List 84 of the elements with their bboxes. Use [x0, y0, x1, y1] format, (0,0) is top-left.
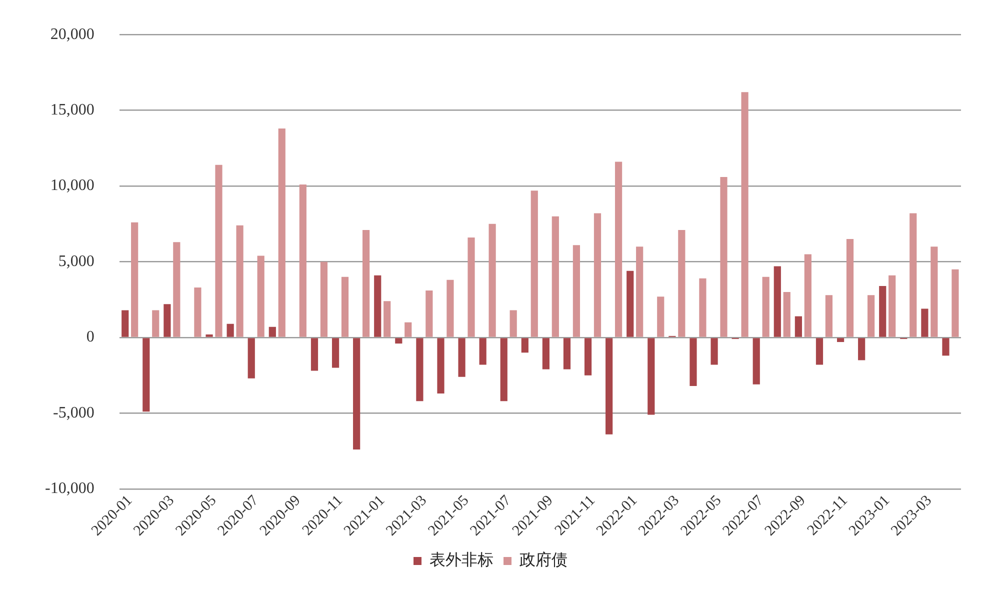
bar [594, 213, 602, 337]
y-tick-label: 15,000 [50, 102, 94, 119]
bar [299, 184, 306, 337]
y-tick-label: -10,000 [45, 480, 94, 498]
bar [858, 338, 866, 360]
bar [353, 338, 360, 450]
bar [437, 338, 444, 394]
bar [236, 225, 244, 337]
bar [395, 338, 402, 344]
bar [194, 288, 202, 337]
bar [310, 338, 318, 371]
bar [384, 301, 391, 337]
bar [752, 338, 760, 384]
bar [542, 338, 550, 370]
bar [584, 338, 592, 376]
bar [468, 238, 475, 337]
bar [278, 128, 286, 337]
bar [416, 338, 424, 402]
legend-label: 表外非标 [430, 551, 494, 570]
bar [867, 295, 875, 337]
bar [479, 338, 486, 365]
bar [248, 338, 255, 378]
bar [458, 338, 466, 377]
bar [404, 322, 412, 337]
bar [530, 190, 538, 337]
bar [152, 310, 160, 337]
bar [762, 276, 770, 337]
bar [816, 338, 824, 365]
bar [636, 246, 644, 337]
bar [374, 275, 382, 337]
bar [500, 338, 508, 402]
bar [910, 213, 917, 337]
bar [606, 338, 613, 434]
bar [215, 164, 222, 337]
bar [657, 296, 664, 337]
bar [678, 230, 686, 337]
bar [320, 262, 328, 337]
bar [774, 266, 781, 337]
y-tick-label: -5,000 [53, 404, 94, 422]
bar [572, 245, 580, 337]
bar [690, 338, 697, 386]
bar [362, 230, 370, 337]
bar [710, 338, 718, 365]
bar [804, 254, 812, 337]
bar [921, 308, 928, 337]
bar [720, 176, 728, 337]
bar [699, 278, 706, 337]
bar [836, 338, 844, 342]
bar [173, 242, 180, 337]
bar [341, 276, 349, 337]
bar [783, 292, 790, 337]
bar [794, 316, 802, 337]
bar [888, 275, 896, 337]
bar [563, 338, 571, 370]
bar [206, 334, 213, 337]
legend-label: 政府债 [520, 551, 568, 570]
bar [510, 310, 517, 337]
bar [552, 216, 559, 337]
bar [879, 286, 886, 337]
y-tick-label: 0 [86, 328, 94, 346]
bar [226, 324, 234, 337]
bar [164, 304, 171, 337]
bar [741, 92, 748, 337]
bar [952, 269, 959, 337]
bar [930, 246, 938, 337]
bar [131, 222, 138, 337]
bar [648, 338, 655, 415]
bar [626, 270, 634, 337]
y-tick-label: 20,000 [50, 26, 94, 43]
y-tick-label: 10,000 [50, 177, 94, 194]
bar [488, 224, 496, 337]
bar [942, 338, 950, 356]
bar [257, 256, 264, 337]
y-tick-label: 5,000 [58, 252, 94, 270]
bar [825, 295, 833, 337]
bar [521, 338, 528, 353]
bar [846, 239, 854, 337]
bar [142, 338, 150, 412]
bar [332, 338, 340, 368]
bar [446, 280, 454, 337]
bar [426, 290, 433, 337]
bar [614, 162, 622, 337]
bar [122, 310, 129, 337]
bar [268, 326, 276, 337]
